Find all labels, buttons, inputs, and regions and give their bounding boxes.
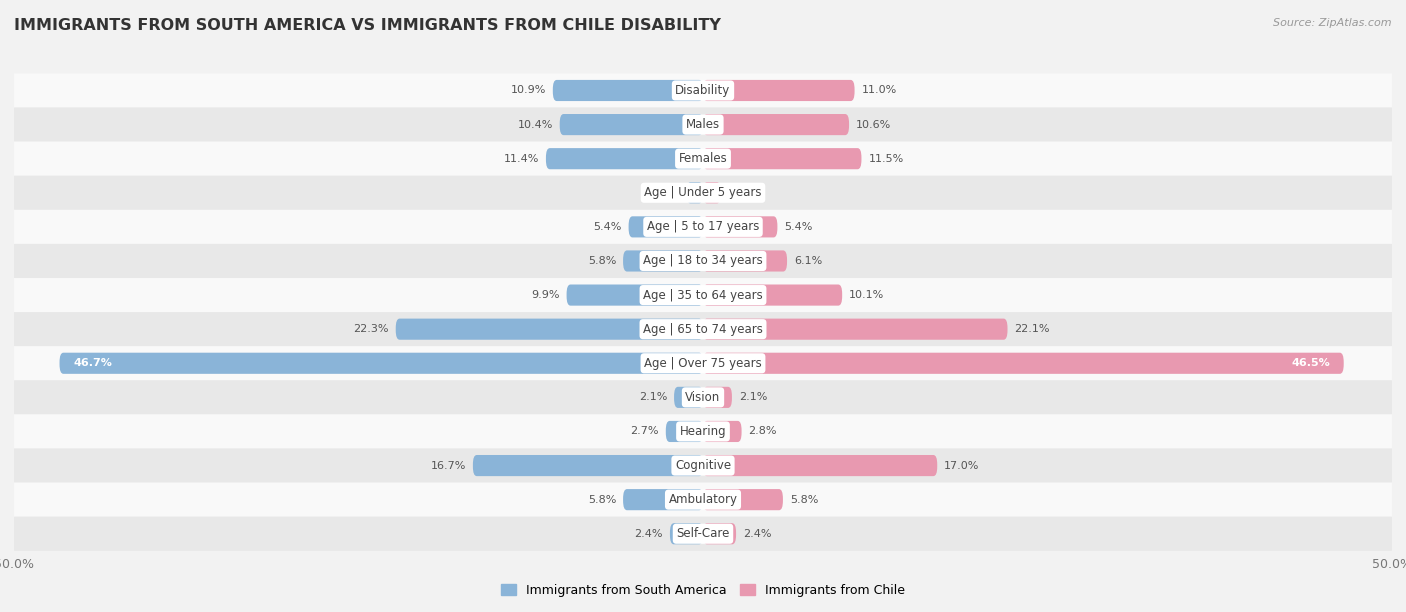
FancyBboxPatch shape (673, 387, 703, 408)
Text: 5.4%: 5.4% (785, 222, 813, 232)
Text: 11.4%: 11.4% (503, 154, 538, 163)
FancyBboxPatch shape (14, 449, 1392, 483)
FancyBboxPatch shape (395, 319, 703, 340)
FancyBboxPatch shape (14, 73, 1392, 108)
Text: Age | Under 5 years: Age | Under 5 years (644, 186, 762, 200)
FancyBboxPatch shape (703, 285, 842, 305)
Text: 10.4%: 10.4% (517, 119, 553, 130)
FancyBboxPatch shape (703, 489, 783, 510)
Text: 9.9%: 9.9% (531, 290, 560, 300)
FancyBboxPatch shape (703, 319, 1008, 340)
Text: 2.1%: 2.1% (638, 392, 668, 402)
Text: 1.2%: 1.2% (651, 188, 679, 198)
FancyBboxPatch shape (623, 489, 703, 510)
Text: 22.1%: 22.1% (1014, 324, 1050, 334)
FancyBboxPatch shape (703, 523, 737, 544)
Text: Hearing: Hearing (679, 425, 727, 438)
Text: 10.6%: 10.6% (856, 119, 891, 130)
Text: 2.4%: 2.4% (634, 529, 664, 539)
Text: Age | 65 to 74 years: Age | 65 to 74 years (643, 323, 763, 335)
Text: 5.4%: 5.4% (593, 222, 621, 232)
FancyBboxPatch shape (703, 80, 855, 101)
Text: 11.0%: 11.0% (862, 86, 897, 95)
FancyBboxPatch shape (628, 216, 703, 237)
FancyBboxPatch shape (703, 114, 849, 135)
FancyBboxPatch shape (14, 483, 1392, 517)
FancyBboxPatch shape (703, 353, 1344, 374)
Text: 6.1%: 6.1% (794, 256, 823, 266)
Text: Self-Care: Self-Care (676, 528, 730, 540)
FancyBboxPatch shape (703, 250, 787, 272)
Text: 10.1%: 10.1% (849, 290, 884, 300)
Text: 2.4%: 2.4% (742, 529, 772, 539)
FancyBboxPatch shape (703, 148, 862, 170)
FancyBboxPatch shape (14, 278, 1392, 312)
Text: IMMIGRANTS FROM SOUTH AMERICA VS IMMIGRANTS FROM CHILE DISABILITY: IMMIGRANTS FROM SOUTH AMERICA VS IMMIGRA… (14, 18, 721, 34)
FancyBboxPatch shape (703, 455, 938, 476)
FancyBboxPatch shape (14, 176, 1392, 210)
Text: 2.7%: 2.7% (630, 427, 659, 436)
Text: Age | 18 to 34 years: Age | 18 to 34 years (643, 255, 763, 267)
FancyBboxPatch shape (703, 387, 733, 408)
Text: Source: ZipAtlas.com: Source: ZipAtlas.com (1274, 18, 1392, 28)
FancyBboxPatch shape (14, 312, 1392, 346)
FancyBboxPatch shape (14, 141, 1392, 176)
Text: Age | 5 to 17 years: Age | 5 to 17 years (647, 220, 759, 233)
FancyBboxPatch shape (669, 523, 703, 544)
Text: 16.7%: 16.7% (430, 461, 465, 471)
Text: Age | 35 to 64 years: Age | 35 to 64 years (643, 289, 763, 302)
FancyBboxPatch shape (567, 285, 703, 305)
Text: 5.8%: 5.8% (588, 256, 616, 266)
FancyBboxPatch shape (14, 108, 1392, 141)
Text: 5.8%: 5.8% (588, 494, 616, 505)
FancyBboxPatch shape (14, 380, 1392, 414)
FancyBboxPatch shape (703, 421, 741, 442)
Text: Disability: Disability (675, 84, 731, 97)
FancyBboxPatch shape (14, 517, 1392, 551)
Text: Vision: Vision (685, 391, 721, 404)
Text: Cognitive: Cognitive (675, 459, 731, 472)
FancyBboxPatch shape (666, 421, 703, 442)
FancyBboxPatch shape (686, 182, 703, 203)
Text: Age | Over 75 years: Age | Over 75 years (644, 357, 762, 370)
Text: 1.3%: 1.3% (728, 188, 756, 198)
FancyBboxPatch shape (472, 455, 703, 476)
FancyBboxPatch shape (703, 216, 778, 237)
FancyBboxPatch shape (623, 250, 703, 272)
FancyBboxPatch shape (546, 148, 703, 170)
Text: Ambulatory: Ambulatory (668, 493, 738, 506)
FancyBboxPatch shape (14, 346, 1392, 380)
Text: 5.8%: 5.8% (790, 494, 818, 505)
FancyBboxPatch shape (553, 80, 703, 101)
Text: 17.0%: 17.0% (945, 461, 980, 471)
Text: 10.9%: 10.9% (510, 86, 546, 95)
Text: Females: Females (679, 152, 727, 165)
FancyBboxPatch shape (59, 353, 703, 374)
FancyBboxPatch shape (14, 414, 1392, 449)
Text: 22.3%: 22.3% (353, 324, 389, 334)
Text: 46.7%: 46.7% (73, 358, 112, 368)
Text: 46.5%: 46.5% (1291, 358, 1330, 368)
Text: Males: Males (686, 118, 720, 131)
FancyBboxPatch shape (14, 244, 1392, 278)
Legend: Immigrants from South America, Immigrants from Chile: Immigrants from South America, Immigrant… (496, 579, 910, 602)
FancyBboxPatch shape (14, 210, 1392, 244)
Text: 2.1%: 2.1% (738, 392, 768, 402)
Text: 2.8%: 2.8% (748, 427, 778, 436)
FancyBboxPatch shape (560, 114, 703, 135)
FancyBboxPatch shape (703, 182, 721, 203)
Text: 11.5%: 11.5% (869, 154, 904, 163)
